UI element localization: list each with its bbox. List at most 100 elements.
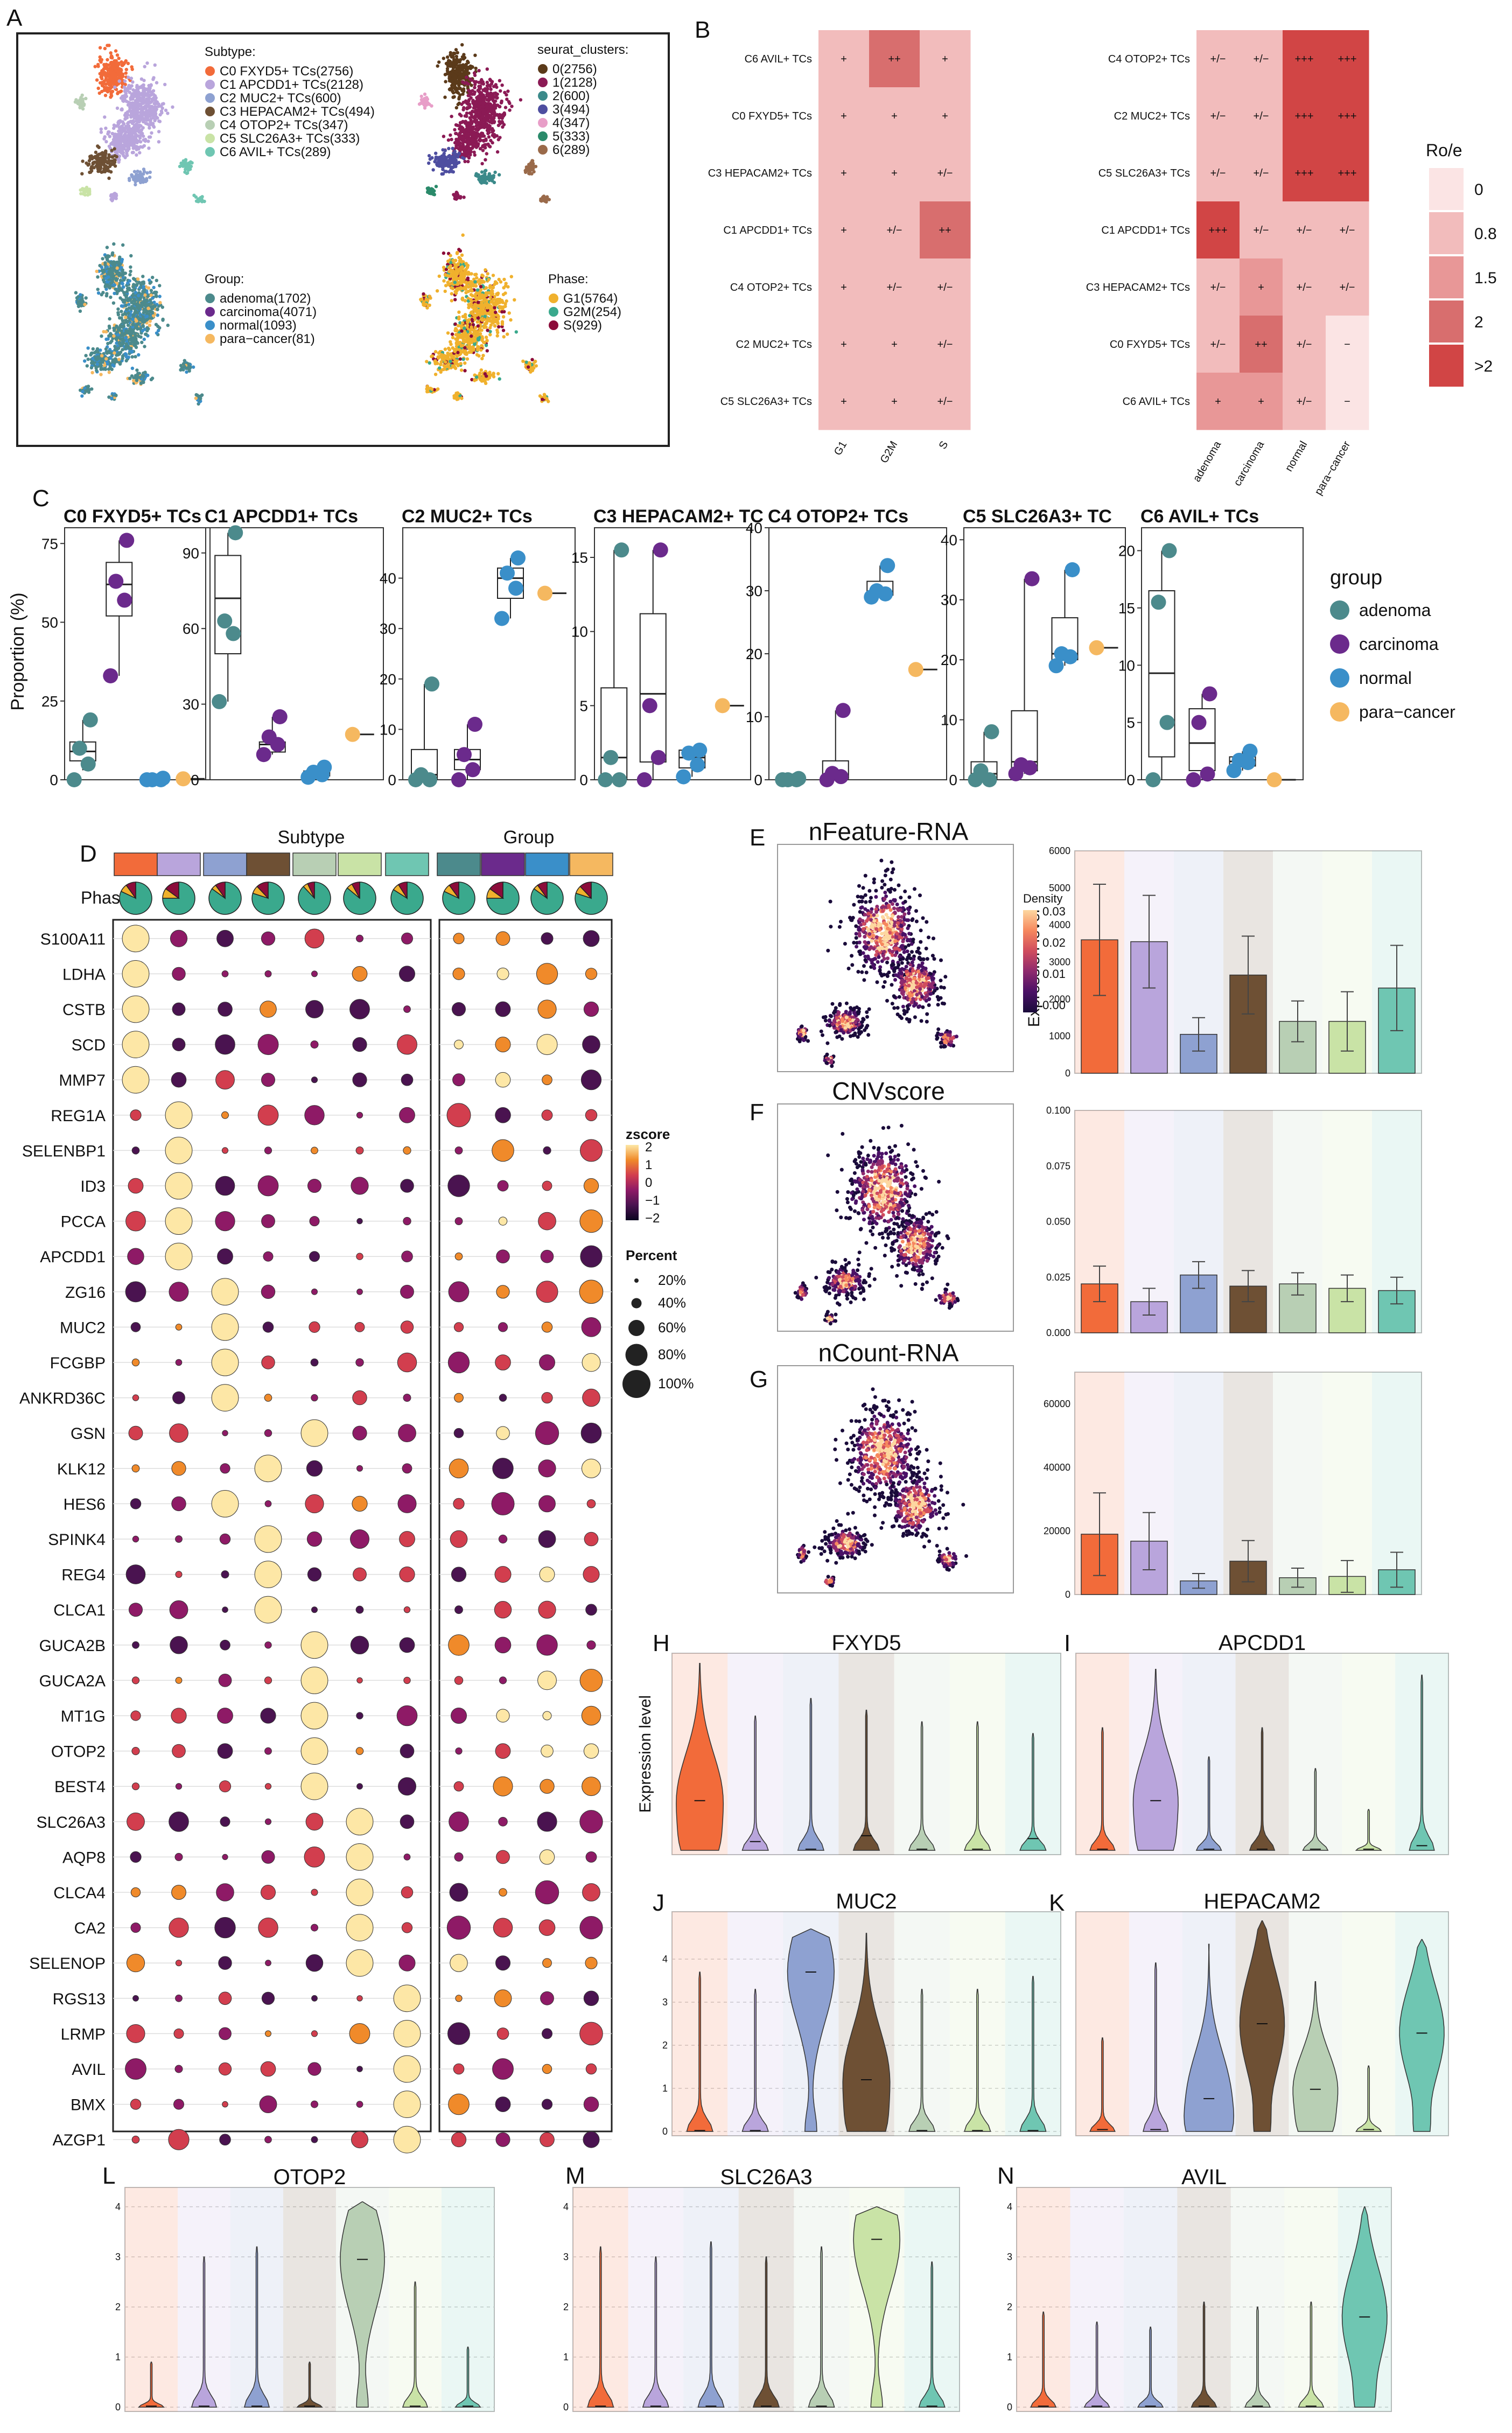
umap-point bbox=[458, 249, 463, 253]
umap-point bbox=[437, 274, 441, 278]
umap-point bbox=[463, 159, 467, 164]
umap-point bbox=[530, 165, 534, 169]
umap-point bbox=[484, 87, 488, 91]
umap-point bbox=[505, 299, 508, 303]
umap-point bbox=[470, 121, 473, 124]
umap-point bbox=[483, 169, 487, 173]
umap-point bbox=[148, 135, 152, 139]
umap-point bbox=[504, 282, 508, 285]
umap-point bbox=[117, 358, 121, 361]
umap-point bbox=[143, 319, 147, 324]
umap-point bbox=[84, 296, 88, 300]
umap-point bbox=[495, 103, 500, 107]
umap-point bbox=[477, 87, 481, 91]
umap-point bbox=[124, 71, 128, 75]
umap-point bbox=[458, 257, 463, 261]
umap-point bbox=[104, 74, 108, 78]
umap-point bbox=[138, 136, 142, 140]
umap-point bbox=[469, 293, 473, 297]
umap-point bbox=[475, 276, 479, 280]
umap-point bbox=[84, 96, 88, 101]
umap-point bbox=[150, 316, 153, 320]
umap-point bbox=[502, 277, 506, 282]
umap-point bbox=[462, 106, 466, 110]
umap-point bbox=[105, 351, 109, 355]
umap-point bbox=[465, 134, 470, 138]
umap-point bbox=[450, 299, 453, 303]
umap-point bbox=[159, 104, 163, 108]
umap-point bbox=[470, 272, 473, 276]
umap-point bbox=[461, 66, 466, 70]
umap-point bbox=[93, 65, 97, 68]
umap-point bbox=[110, 396, 114, 400]
umap-point bbox=[508, 108, 512, 112]
umap-point bbox=[147, 146, 151, 150]
umap-point bbox=[462, 195, 466, 199]
umap-point bbox=[475, 128, 479, 132]
umap-point bbox=[114, 393, 118, 397]
umap-point bbox=[463, 81, 467, 85]
umap-point bbox=[447, 348, 452, 352]
umap-point bbox=[148, 176, 152, 179]
umap-point bbox=[458, 124, 461, 128]
umap-point bbox=[121, 74, 124, 78]
umap-point bbox=[152, 285, 156, 290]
umap-point bbox=[463, 361, 467, 365]
umap-point bbox=[158, 120, 162, 123]
umap-point bbox=[480, 170, 484, 174]
umap-point bbox=[505, 97, 509, 101]
umap-point bbox=[473, 153, 477, 157]
umap-point bbox=[180, 366, 184, 370]
umap-point bbox=[423, 92, 427, 96]
umap-point bbox=[150, 131, 153, 135]
umap-point bbox=[461, 120, 465, 123]
umap-point bbox=[461, 126, 465, 130]
umap-point bbox=[496, 372, 500, 376]
umap-point bbox=[117, 158, 121, 162]
umap-point bbox=[142, 285, 146, 289]
umap-point bbox=[96, 86, 100, 90]
umap-point bbox=[142, 280, 145, 284]
umap-point bbox=[479, 288, 483, 292]
umap-point bbox=[453, 82, 457, 86]
umap-point bbox=[163, 82, 167, 87]
umap-point bbox=[489, 300, 493, 304]
umap-point bbox=[89, 366, 94, 370]
umap-point bbox=[480, 179, 484, 183]
panel-label-e: E bbox=[750, 824, 765, 851]
umap-point bbox=[158, 113, 162, 117]
umap-point bbox=[472, 103, 477, 107]
umap-point bbox=[146, 97, 151, 101]
umap-point bbox=[457, 310, 461, 314]
umap-point bbox=[129, 265, 132, 269]
umap-point bbox=[171, 105, 174, 109]
umap-point bbox=[481, 149, 485, 152]
umap-point bbox=[428, 361, 431, 365]
umap-point bbox=[100, 157, 104, 161]
umap-point bbox=[491, 274, 495, 277]
umap-point bbox=[487, 144, 491, 148]
umap-point bbox=[154, 323, 158, 326]
umap-point bbox=[124, 92, 128, 95]
umap-point bbox=[107, 324, 111, 328]
umap-point bbox=[148, 87, 152, 91]
umap-point bbox=[131, 317, 135, 321]
umap-point bbox=[480, 344, 484, 348]
umap-point bbox=[100, 76, 104, 81]
umap-point bbox=[158, 284, 162, 288]
umap-point bbox=[474, 173, 478, 178]
umap-point bbox=[431, 168, 435, 172]
umap-point bbox=[132, 379, 136, 383]
umap-point bbox=[473, 309, 477, 312]
umap-point bbox=[127, 140, 130, 144]
umap-point bbox=[465, 68, 469, 73]
umap-point bbox=[480, 293, 484, 297]
umap-point bbox=[122, 285, 125, 289]
umap-point bbox=[102, 153, 106, 157]
umap-point bbox=[107, 275, 110, 279]
umap-point bbox=[126, 323, 130, 327]
umap-point bbox=[442, 265, 446, 269]
umap-point bbox=[137, 116, 141, 120]
umap-point bbox=[482, 139, 486, 143]
umap-point bbox=[158, 300, 162, 305]
